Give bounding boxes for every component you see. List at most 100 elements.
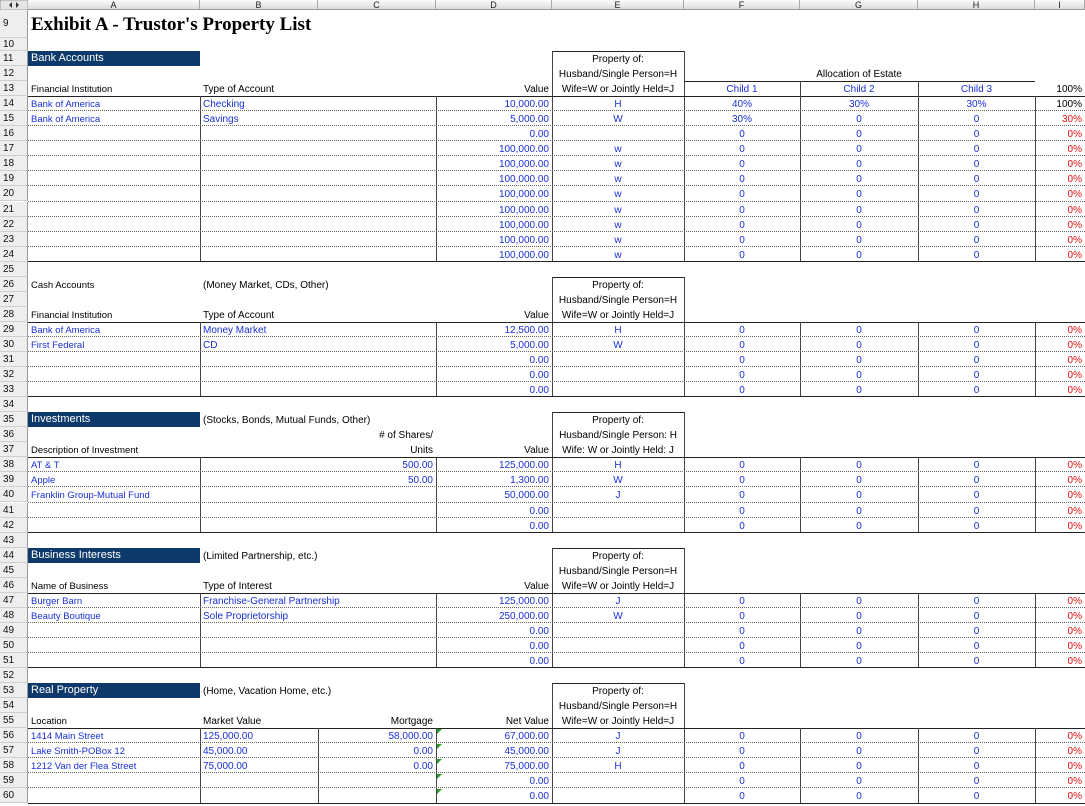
select-all-corner[interactable] [0, 0, 28, 10]
row-number: 29 [0, 321, 28, 337]
data-cell: 0 [973, 144, 980, 156]
row-rule [28, 366, 1085, 368]
data-cell: 0 [856, 324, 862, 336]
data-cell: 0.00 [529, 355, 549, 366]
data-cell: 0% [1067, 370, 1082, 382]
row-number: 18 [0, 156, 28, 172]
data-cell: Bank of America [31, 324, 101, 336]
data-cell: 0 [973, 746, 980, 758]
error-indicator [437, 774, 442, 780]
data-cell: 0% [1067, 610, 1082, 622]
column-rule [918, 81, 919, 97]
data-cell: Franklin Group-Mutual Fund [31, 490, 150, 502]
label-cell: Value [524, 445, 549, 457]
data-cell: 30% [848, 99, 869, 111]
label-cell: (Stocks, Bonds, Mutual Funds, Other) [203, 415, 371, 427]
column-rule [436, 96, 437, 262]
data-cell: 100,000.00 [498, 204, 549, 216]
row-number: 30 [0, 336, 28, 352]
data-cell: 0.00 [529, 129, 549, 141]
data-cell: 0 [739, 460, 745, 472]
data-cell: 0% [1067, 249, 1082, 261]
section-header: Real Property [28, 683, 200, 699]
data-cell: 0% [1067, 746, 1082, 758]
column-rule [800, 592, 801, 669]
row-number: 50 [0, 637, 28, 653]
data-cell: 0 [856, 204, 862, 216]
label-cell: Husband/Single Person=H [558, 565, 678, 577]
data-cell: 0 [739, 159, 745, 171]
data-cell: 0 [973, 219, 980, 231]
box-border [552, 683, 684, 685]
data-cell: 0 [739, 355, 745, 366]
row-rule [28, 471, 1085, 473]
label-cell: Mortgage [390, 716, 433, 728]
error-indicator [437, 744, 442, 750]
column-rule [436, 592, 437, 669]
data-cell: 0% [1067, 129, 1082, 141]
data-cell: 0 [739, 385, 745, 397]
data-cell: 5,000.00 [510, 114, 549, 126]
data-cell: 0 [739, 324, 745, 336]
row-number: 39 [0, 472, 28, 488]
column-rule [200, 728, 201, 804]
row-rule [28, 486, 1085, 488]
data-cell: 0% [1067, 324, 1082, 336]
data-cell: 125,000.00 [498, 460, 549, 472]
data-cell: 0 [739, 475, 745, 487]
data-cell: 125,000.00 [203, 731, 254, 743]
data-cell: Checking [203, 99, 245, 111]
row-rule [28, 381, 1085, 383]
data-cell: 75,000.00 [203, 761, 248, 773]
data-cell: 30% [731, 114, 752, 126]
column-rule [1035, 457, 1036, 533]
row-number: 20 [0, 186, 28, 202]
data-cell: 0 [739, 625, 745, 637]
data-cell: 0 [856, 385, 862, 397]
data-cell: 50,000.00 [504, 490, 550, 502]
data-cell: 0% [1067, 656, 1082, 667]
row-rule [28, 230, 1085, 232]
data-cell: 0 [973, 129, 980, 141]
data-cell: J [615, 490, 621, 502]
data-cell: H [614, 99, 622, 111]
column-rule [800, 321, 801, 398]
data-cell: 0 [856, 189, 862, 201]
data-cell: 0 [856, 746, 862, 758]
column-rule [200, 321, 201, 398]
data-cell: Bank of America [31, 99, 101, 111]
data-cell: J [615, 731, 621, 743]
data-cell: 0 [739, 234, 745, 246]
data-cell: 0 [973, 625, 980, 637]
row-rule [28, 110, 1085, 112]
data-cell: 0 [739, 249, 745, 261]
label-cell: Financial Institution [31, 84, 113, 96]
column-rule [318, 728, 319, 804]
label-cell: Location [31, 716, 67, 728]
column-header: A [28, 0, 200, 10]
data-cell: 0 [856, 595, 862, 607]
column-rule [436, 728, 437, 804]
data-cell: w [614, 189, 622, 201]
data-cell: 500.00 [402, 460, 433, 472]
data-cell: 0% [1067, 219, 1082, 231]
label-cell: Value [524, 309, 549, 321]
label-cell: Wife=W or Jointly Held=J [561, 84, 675, 96]
data-cell: 0% [1067, 640, 1082, 652]
column-rule [918, 592, 919, 669]
data-cell: CD [203, 339, 218, 351]
label-cell: Husband/Single Person=H [558, 69, 678, 81]
data-cell: 0 [973, 460, 980, 472]
row-number: 15 [0, 111, 28, 127]
data-cell: 0% [1067, 475, 1082, 487]
box-border [684, 276, 685, 398]
label-cell: Name of Business [31, 580, 109, 592]
data-cell: Franchise-General Partnership [203, 595, 340, 607]
data-cell: 0 [856, 791, 862, 803]
data-cell: 0% [1067, 520, 1082, 532]
data-cell: 0 [973, 490, 980, 502]
row-number: 33 [0, 382, 28, 398]
row-number: 37 [0, 442, 28, 458]
row-number: 12 [0, 66, 28, 82]
label-cell: Wife=W or Jointly Held=J [561, 580, 675, 592]
